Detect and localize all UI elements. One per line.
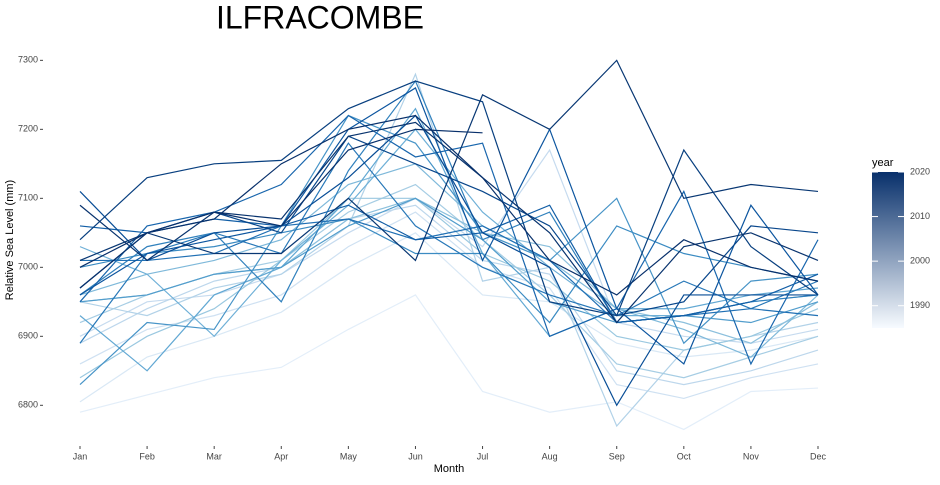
series-line (79, 128, 483, 268)
x-axis-label: Month (434, 463, 465, 475)
x-tick-label: Mar (206, 451, 222, 461)
y-tick-label: 7200 (18, 124, 38, 134)
x-tick-label: Oct (677, 451, 692, 461)
y-tick-label: 6900 (18, 331, 38, 341)
y-axis-label: Relative Sea Level (mm) (4, 180, 16, 300)
y-tick-label: 7300 (18, 55, 38, 65)
series-line (79, 142, 819, 344)
series-line (79, 80, 819, 317)
x-tick-label: Dec (810, 451, 827, 461)
series-line (79, 59, 819, 262)
x-tick-label: Aug (542, 451, 558, 461)
x-tick-label: Sep (609, 451, 625, 461)
series-line (80, 218, 819, 324)
legend-label: 1990 (910, 300, 930, 310)
x-tick-label: Jul (477, 451, 489, 461)
legend-label: 2000 (910, 256, 930, 266)
series-line (79, 107, 819, 372)
series-line (79, 294, 819, 431)
colorbar (872, 172, 904, 328)
legend-title: year (872, 157, 894, 169)
series-line (79, 114, 819, 296)
x-tick-label: Feb (139, 451, 155, 461)
series-line (79, 114, 818, 407)
y-tick-label: 6800 (18, 400, 38, 410)
series-line (79, 79, 819, 324)
legend-label: 2020 (910, 166, 930, 176)
series-line (79, 197, 819, 324)
x-tick-label: Nov (743, 451, 760, 461)
x-tick-label: May (340, 451, 358, 461)
series-line (79, 211, 819, 400)
series-line (79, 197, 819, 379)
x-tick-label: Jan (73, 451, 88, 461)
series-line (79, 72, 819, 428)
x-tick-label: Apr (274, 451, 288, 461)
legend-label: 2010 (910, 211, 930, 221)
y-tick-label: 7000 (18, 262, 38, 272)
series-line (79, 114, 819, 386)
y-tick-label: 7100 (18, 193, 38, 203)
series-line (79, 218, 819, 324)
series-line (79, 163, 819, 358)
x-tick-label: Jun (408, 451, 423, 461)
chart-title: ILFRACOMBE (216, 0, 424, 35)
series-line (79, 232, 819, 403)
